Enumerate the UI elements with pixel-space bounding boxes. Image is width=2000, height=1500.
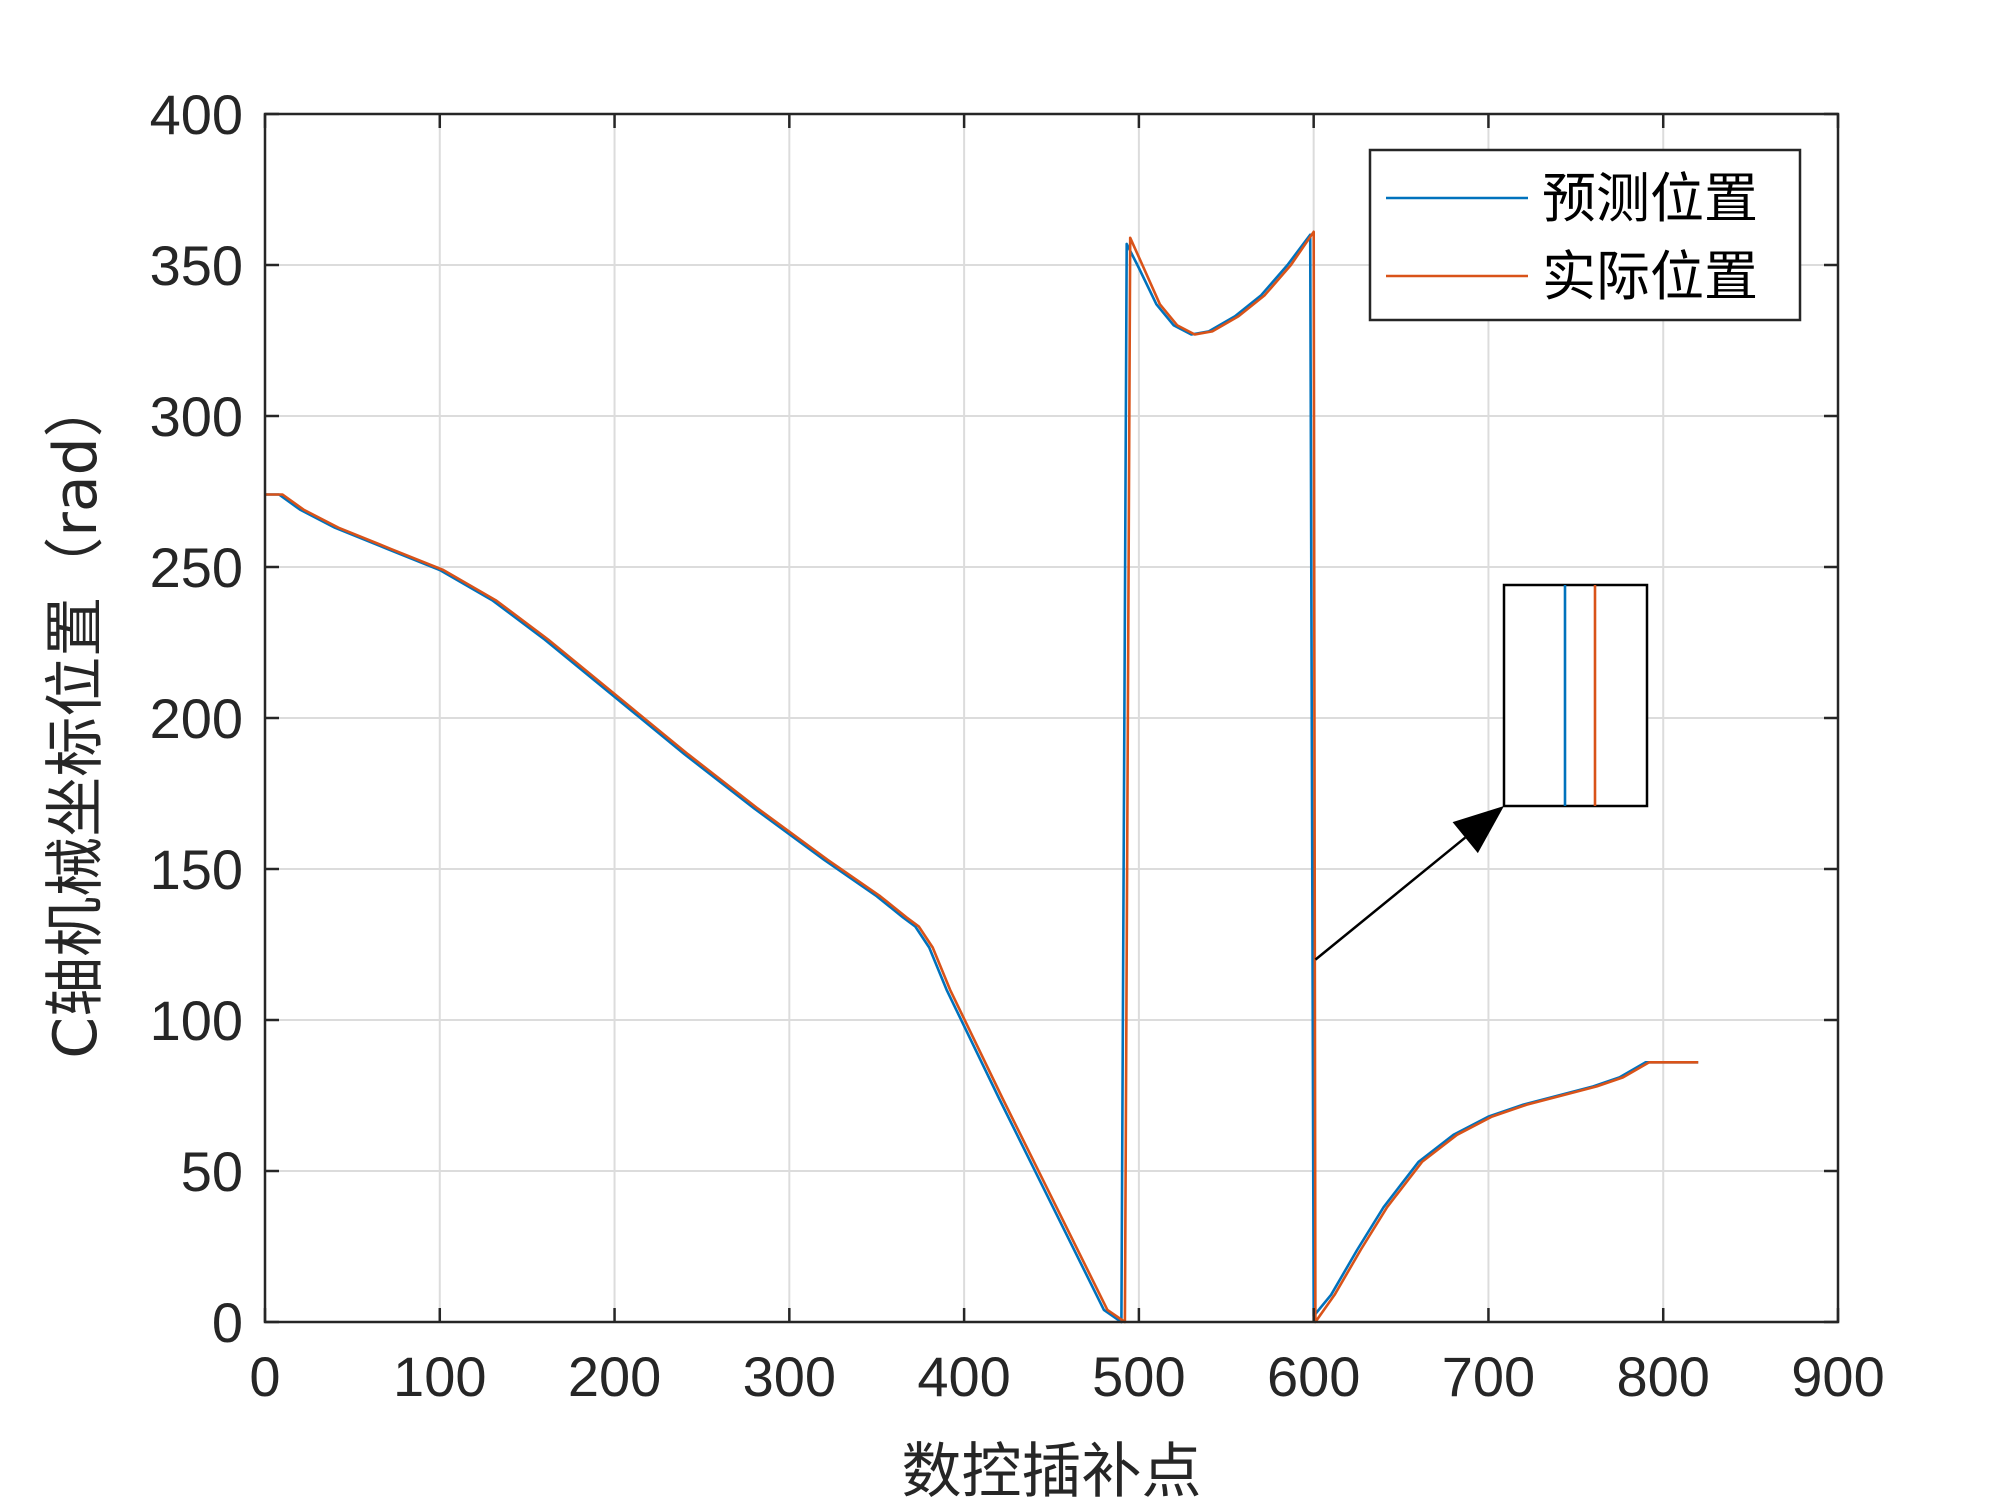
y-tick-label-200: 200: [150, 687, 243, 750]
zoom-inset-box: [1502, 583, 1649, 808]
legend-label-实际位置: 实际位置: [1542, 245, 1758, 308]
legend-box: [1368, 148, 1802, 322]
x-tick-label-800: 800: [1617, 1345, 1710, 1408]
zoom-arrow-shaft: [1314, 836, 1467, 961]
y-tick-label-150: 150: [150, 838, 243, 901]
x-tick-label-400: 400: [917, 1345, 1010, 1408]
series-layer: [265, 230, 1699, 1324]
x-tick-label-900: 900: [1791, 1345, 1884, 1408]
zoom-annotation: [1314, 583, 1649, 961]
y-tick-label-400: 400: [150, 83, 243, 146]
y-tick-label-300: 300: [150, 385, 243, 448]
y-tick-label-50: 50: [181, 1140, 243, 1203]
axis-ticks: [263, 112, 1840, 1324]
x-axis-title: 数控插补点: [902, 1437, 1202, 1500]
x-tick-labels: 0 100 200 300 400 500 600 700 800 900: [249, 1345, 1884, 1408]
x-tick-label-600: 600: [1267, 1345, 1360, 1408]
y-tick-label-0: 0: [212, 1291, 243, 1354]
y-tick-label-250: 250: [150, 536, 243, 599]
y-tick-labels: 0 50 100 150 200 250 300 350 400: [150, 83, 243, 1354]
series-line-预测位置: [265, 233, 1699, 1324]
y-tick-label-350: 350: [150, 234, 243, 297]
series-line-实际位置: [265, 230, 1699, 1324]
legend-label-预测位置: 预测位置: [1542, 167, 1758, 230]
zoom-arrow-head: [1452, 806, 1504, 854]
y-tick-label-100: 100: [150, 989, 243, 1052]
x-tick-label-300: 300: [743, 1345, 836, 1408]
y-axis-title: C轴机械坐标位置（rad）: [41, 377, 111, 1058]
x-tick-label-200: 200: [568, 1345, 661, 1408]
x-tick-label-100: 100: [393, 1345, 486, 1408]
x-tick-label-0: 0: [249, 1345, 280, 1408]
x-tick-label-500: 500: [1092, 1345, 1185, 1408]
x-tick-label-700: 700: [1442, 1345, 1535, 1408]
